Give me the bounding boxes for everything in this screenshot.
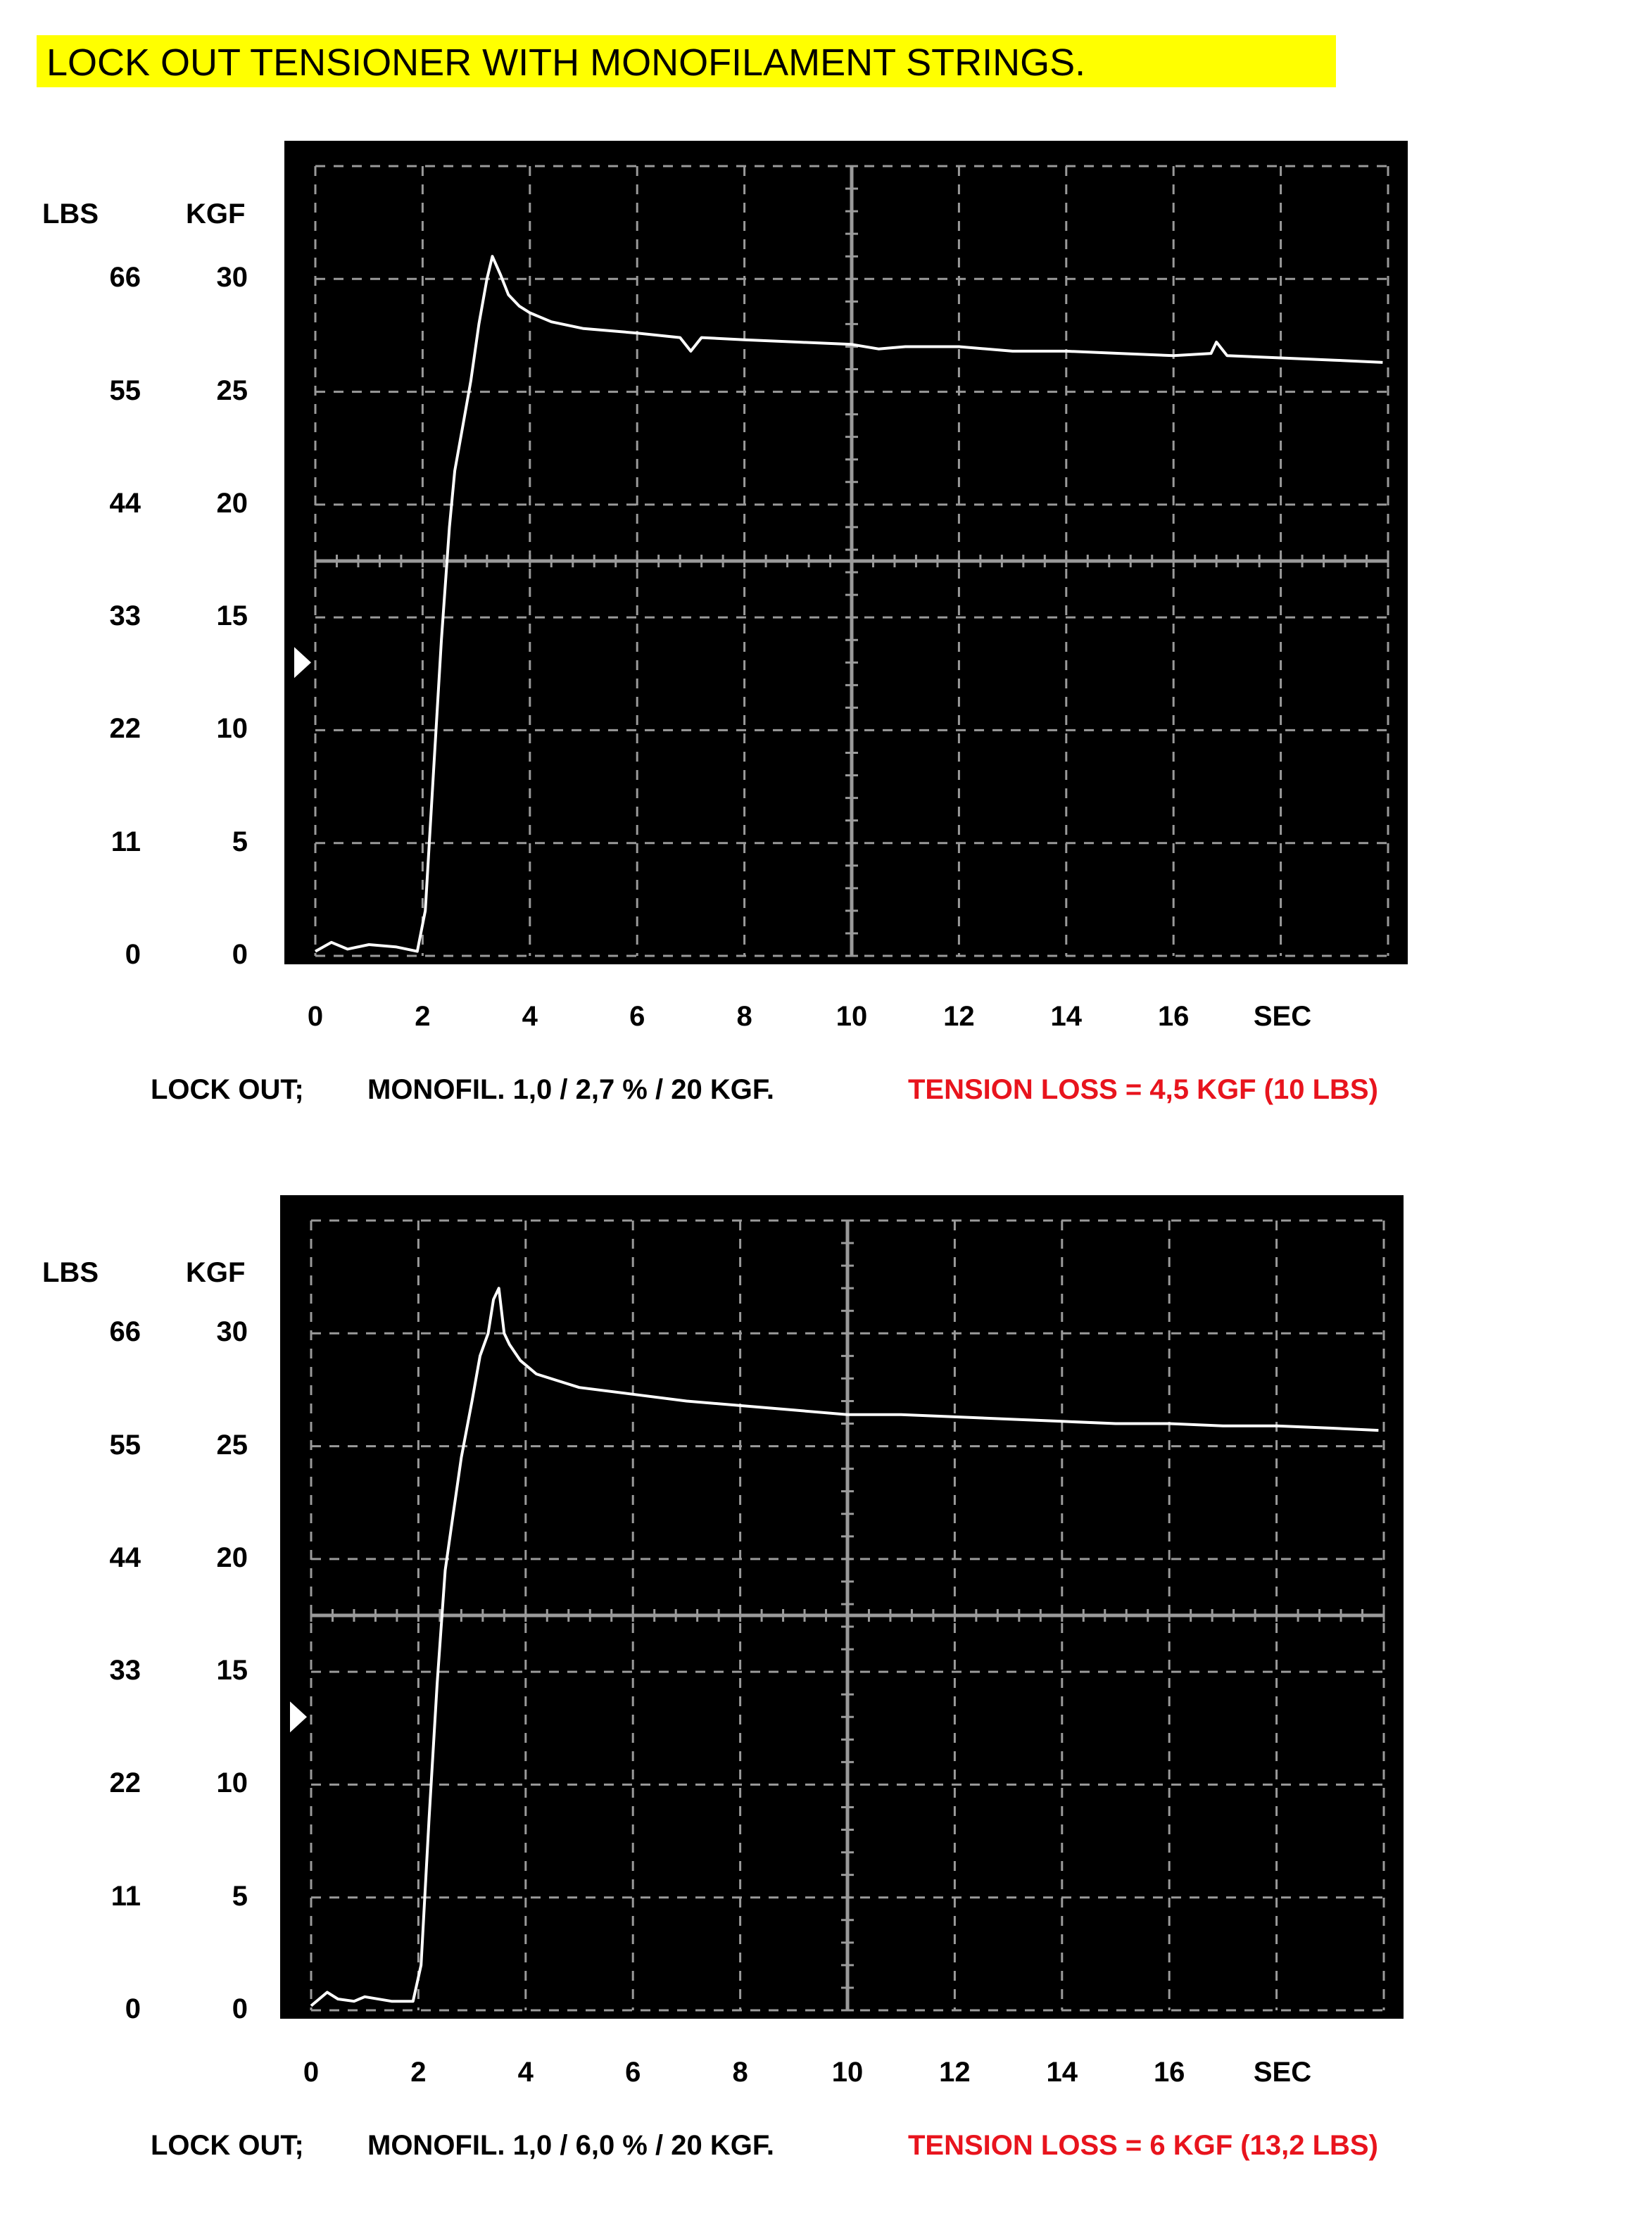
y-tick-kgf: 15: [216, 600, 248, 632]
page-title: LOCK OUT TENSIONER WITH MONOFILAMENT STR…: [46, 42, 1086, 84]
oscilloscope-plot: [284, 141, 1408, 964]
y-tick-lbs: 11: [111, 1880, 141, 1912]
x-tick: 16: [1153, 2057, 1185, 2088]
x-tick: 16: [1157, 1001, 1190, 1032]
y-tick-lbs: 66: [109, 262, 141, 294]
caption-setting: MONOFIL. 1,0 / 6,0 % / 20 KGF.: [367, 2130, 774, 2161]
oscilloscope-plot: [280, 1195, 1404, 2019]
x-axis-unit: SEC: [1253, 1001, 1312, 1032]
y-tick-kgf: 5: [232, 1880, 248, 1912]
y-tick-lbs: 0: [125, 1993, 141, 2024]
y-tick-lbs: 33: [109, 1655, 141, 1686]
x-tick: 10: [836, 1001, 868, 1032]
y-tick-lbs: 55: [109, 374, 141, 406]
scope-background: [280, 1195, 1404, 2019]
x-tick: 2: [415, 1001, 431, 1032]
y-tick-kgf: 10: [216, 713, 248, 745]
tension-trace: [315, 255, 1383, 953]
y-tick-lbs: 22: [109, 1767, 141, 1799]
x-tick: 14: [1046, 2057, 1078, 2088]
x-tick: 8: [736, 1001, 752, 1032]
lbs-axis-head: LBS: [42, 1257, 99, 1288]
x-tick: 14: [1050, 1001, 1083, 1032]
y-tick-kgf: 10: [216, 1767, 248, 1799]
y-tick-lbs: 0: [125, 939, 141, 970]
y-tick-kgf: 25: [216, 1429, 248, 1461]
x-tick: 12: [943, 1001, 975, 1032]
y-tick-lbs: 33: [109, 600, 141, 632]
chart-panel-1: LBS KGF 30 66 25 55 20 44 15 33 10 22 5 11 0 0 0 2 4 6 8 1…: [0, 0, 1652, 1105]
caption-tension-loss: TENSION LOSS = 4,5 KGF (10 LBS): [908, 1074, 1378, 1105]
scope-background: [284, 141, 1408, 964]
y-tick-kgf: 5: [232, 826, 248, 857]
y-tick-kgf: 0: [232, 1993, 248, 2024]
caption-mode: LOCK OUT;: [151, 2130, 304, 2161]
chart-panel-2: LBS KGF 30 66 25 55 20 44 15 33 10 22 5 11 0 0 0 2 4 6 8 1…: [0, 1059, 1652, 2161]
x-tick: 10: [831, 2057, 864, 2088]
title-banner: LOCK OUT TENSIONER WITH MONOFILAMENT STR…: [37, 35, 1336, 87]
x-tick: 8: [732, 2057, 748, 2088]
tension-trace: [310, 1287, 1379, 2007]
y-tick-kgf: 20: [216, 487, 248, 519]
y-tick-kgf: 20: [216, 1541, 248, 1573]
x-tick: 4: [517, 2057, 534, 2088]
y-tick-lbs: 44: [109, 1541, 141, 1573]
y-tick-kgf: 0: [232, 939, 248, 970]
x-tick: 0: [307, 1001, 324, 1032]
y-tick-kgf: 15: [216, 1655, 248, 1686]
kgf-axis-head: KGF: [186, 1257, 246, 1288]
y-tick-kgf: 30: [216, 1316, 248, 1348]
y-tick-lbs: 22: [109, 713, 141, 745]
x-tick: 4: [522, 1001, 538, 1032]
x-tick: 6: [629, 1001, 645, 1032]
caption-setting: MONOFIL. 1,0 / 2,7 % / 20 KGF.: [367, 1074, 774, 1105]
x-tick: 0: [303, 2057, 320, 2088]
reference-marker: [294, 647, 311, 679]
x-axis-unit: SEC: [1253, 2057, 1312, 2088]
y-tick-lbs: 11: [111, 826, 141, 857]
x-tick: 2: [410, 2057, 427, 2088]
lbs-axis-head: LBS: [42, 198, 99, 229]
caption-mode: LOCK OUT;: [151, 1074, 304, 1105]
x-tick: 6: [625, 2057, 641, 2088]
y-tick-lbs: 55: [109, 1429, 141, 1461]
y-tick-lbs: 44: [109, 487, 141, 519]
y-tick-kgf: 25: [216, 374, 248, 406]
caption-tension-loss: TENSION LOSS = 6 KGF (13,2 LBS): [908, 2130, 1378, 2161]
kgf-axis-head: KGF: [186, 198, 246, 229]
x-tick: 12: [939, 2057, 971, 2088]
y-tick-kgf: 30: [216, 262, 248, 294]
reference-marker: [290, 1701, 307, 1733]
y-tick-lbs: 66: [109, 1316, 141, 1348]
